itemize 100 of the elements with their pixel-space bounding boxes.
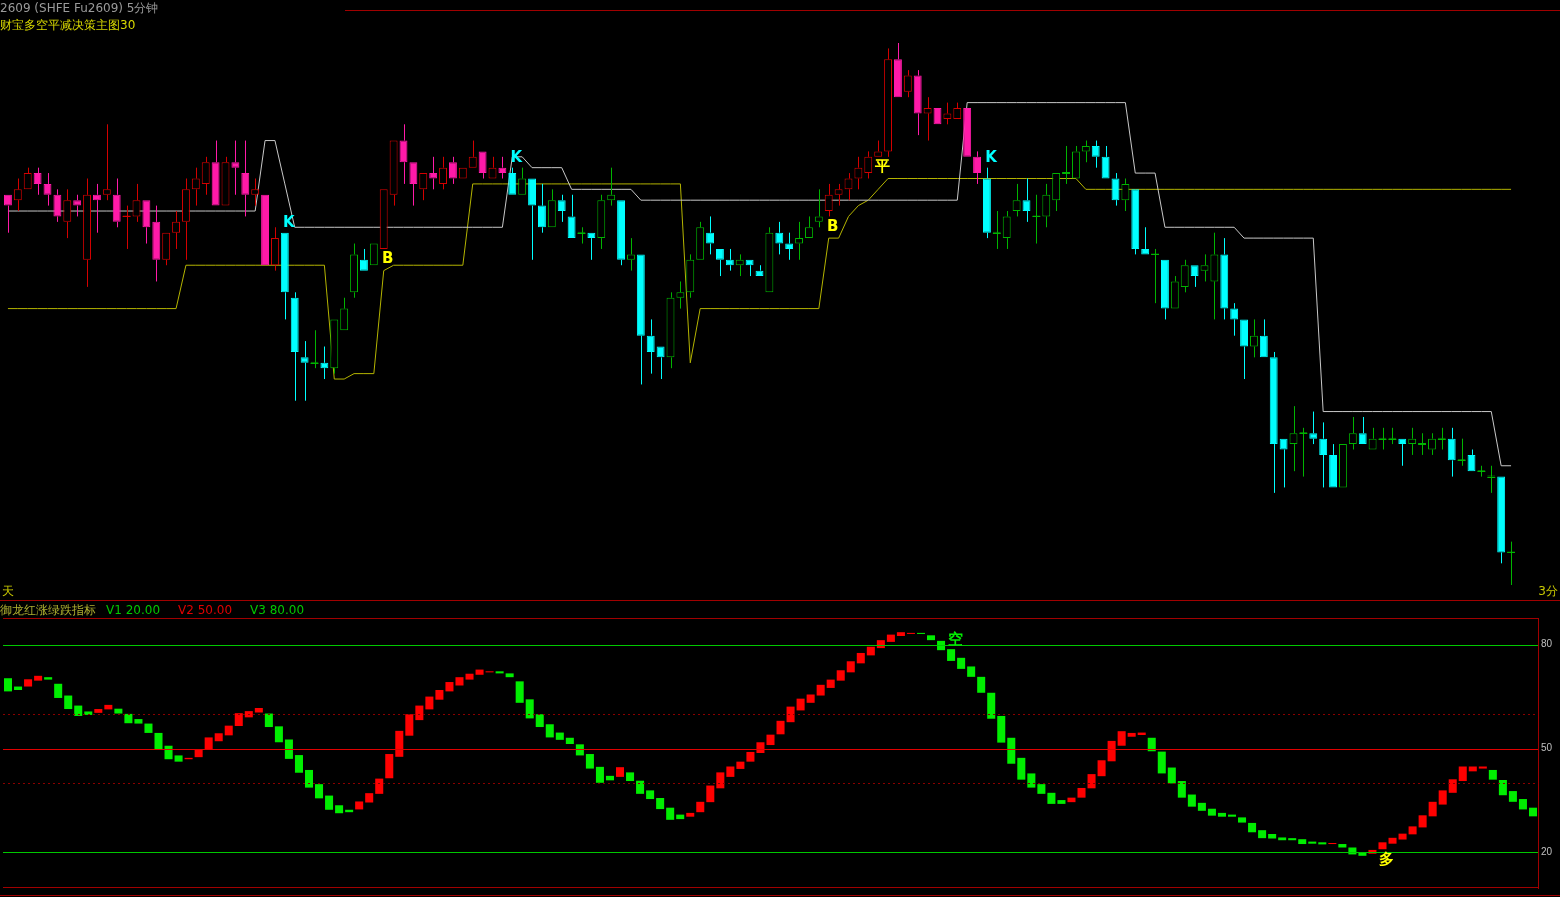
bar (666, 807, 675, 820)
candlestick (1160, 259, 1169, 320)
bar (1077, 787, 1086, 798)
bar (134, 719, 143, 724)
bar (1518, 799, 1527, 810)
bar (294, 755, 303, 773)
candlestick (1002, 210, 1011, 250)
candlestick (696, 221, 705, 260)
bar (1127, 732, 1136, 737)
candlestick (1497, 476, 1506, 564)
bar (1508, 791, 1517, 802)
bar (616, 767, 625, 777)
candlestick (834, 183, 843, 207)
candlestick (814, 188, 823, 228)
bar (385, 754, 394, 779)
bar (1418, 815, 1427, 828)
candlestick (330, 319, 339, 375)
annotation: 天 (2, 584, 14, 599)
bar (1288, 838, 1297, 841)
bar (515, 681, 524, 703)
candlestick (725, 248, 734, 272)
bar (244, 711, 253, 718)
bar (74, 705, 83, 716)
bar (1097, 760, 1106, 777)
bar (325, 795, 334, 810)
bar (4, 678, 13, 692)
candlestick (181, 178, 190, 261)
bar (947, 649, 956, 661)
bar (646, 790, 655, 800)
bar (636, 780, 645, 794)
text: K (510, 148, 523, 167)
bar (1217, 812, 1226, 817)
bar (1528, 807, 1537, 817)
candlestick (1319, 421, 1328, 488)
bar (254, 708, 263, 713)
candlestick (547, 188, 556, 228)
bar (34, 675, 43, 681)
bar (355, 801, 364, 810)
bar (1107, 740, 1116, 762)
bar (1087, 774, 1096, 789)
bar (1298, 839, 1307, 845)
text: 3分 (1538, 584, 1558, 599)
bar (1167, 767, 1176, 784)
candlestick (1071, 145, 1080, 179)
bar (465, 673, 474, 680)
bar (786, 706, 795, 723)
candlestick (201, 156, 210, 196)
candlestick (419, 173, 428, 201)
bar (836, 670, 845, 681)
candlestick (498, 156, 507, 179)
bar (626, 772, 635, 782)
candlestick (735, 253, 744, 277)
candlestick (1101, 145, 1110, 179)
text: K (985, 148, 997, 167)
candlestick (83, 178, 92, 288)
candlestick (439, 156, 448, 190)
bar (1258, 830, 1267, 839)
bar (1057, 800, 1066, 804)
bar (1157, 751, 1166, 774)
bar (154, 732, 163, 750)
bar (575, 744, 584, 756)
bar (405, 714, 414, 736)
candlestick (775, 221, 784, 255)
bar (445, 682, 454, 692)
bar (204, 737, 213, 750)
bar (525, 699, 534, 719)
bar (846, 661, 855, 673)
bar (766, 734, 775, 746)
bar (1027, 773, 1036, 788)
candlestick (893, 42, 902, 98)
bar (114, 708, 123, 714)
candlestick (429, 156, 438, 190)
bar (475, 669, 484, 675)
candlestick (686, 253, 695, 299)
bar (545, 724, 554, 738)
bar (977, 676, 986, 693)
candlestick (1309, 411, 1318, 445)
y-tick-label: 20 (1541, 846, 1553, 858)
bar (1478, 766, 1487, 769)
bar (1388, 837, 1397, 844)
candlestick (33, 167, 42, 196)
bar (224, 725, 233, 736)
bar (1318, 842, 1327, 845)
bar (1398, 833, 1407, 840)
bar (816, 684, 825, 696)
candlestick (1052, 173, 1061, 212)
candlestick (745, 259, 754, 277)
bar (565, 737, 574, 744)
bar (144, 723, 153, 733)
candlestick (1170, 275, 1179, 309)
bar (1378, 842, 1387, 850)
candlestick (1091, 140, 1100, 169)
candlestick (913, 69, 922, 136)
bar (234, 713, 243, 726)
bar (1488, 769, 1497, 780)
candlestick (1220, 237, 1229, 320)
bar (264, 713, 273, 728)
bar (856, 652, 865, 664)
bar (987, 692, 996, 719)
bar (304, 769, 314, 788)
